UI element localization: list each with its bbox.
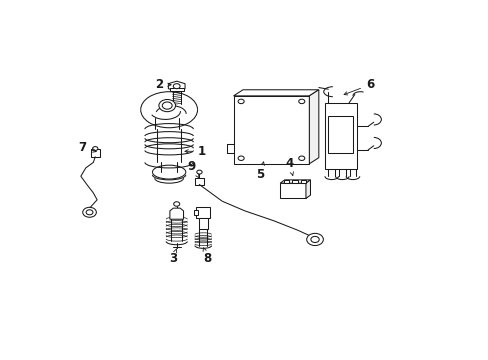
Circle shape xyxy=(298,99,304,104)
Circle shape xyxy=(173,202,180,206)
Circle shape xyxy=(92,147,98,150)
Polygon shape xyxy=(169,208,183,219)
Bar xyxy=(292,180,297,183)
Circle shape xyxy=(238,156,244,161)
Bar xyxy=(280,183,305,198)
Bar xyxy=(196,207,210,218)
Circle shape xyxy=(196,170,202,174)
Bar xyxy=(90,149,100,157)
Circle shape xyxy=(298,156,304,161)
Circle shape xyxy=(306,233,323,246)
Circle shape xyxy=(310,237,319,243)
Circle shape xyxy=(86,210,93,215)
Text: 4: 4 xyxy=(285,157,293,176)
Polygon shape xyxy=(168,81,184,91)
Polygon shape xyxy=(280,180,310,183)
Text: 1: 1 xyxy=(184,145,205,158)
Text: 5: 5 xyxy=(255,162,264,181)
Bar xyxy=(233,96,309,164)
Text: 6: 6 xyxy=(344,78,373,95)
Bar xyxy=(284,180,289,183)
Text: 7: 7 xyxy=(78,141,96,154)
Bar xyxy=(169,88,183,91)
Bar xyxy=(198,218,207,229)
Bar xyxy=(324,103,356,169)
Bar xyxy=(300,180,305,183)
Polygon shape xyxy=(305,180,310,198)
Circle shape xyxy=(238,99,244,104)
Bar xyxy=(195,179,203,185)
Text: 8: 8 xyxy=(203,248,211,265)
Bar xyxy=(327,116,352,153)
Circle shape xyxy=(82,207,96,217)
Text: 3: 3 xyxy=(168,249,177,265)
Circle shape xyxy=(162,102,172,109)
Polygon shape xyxy=(233,90,318,96)
Polygon shape xyxy=(309,90,318,164)
Circle shape xyxy=(173,84,180,89)
Text: 9: 9 xyxy=(187,160,199,178)
Bar xyxy=(193,210,197,215)
Circle shape xyxy=(159,99,175,112)
Text: 2: 2 xyxy=(155,78,171,91)
